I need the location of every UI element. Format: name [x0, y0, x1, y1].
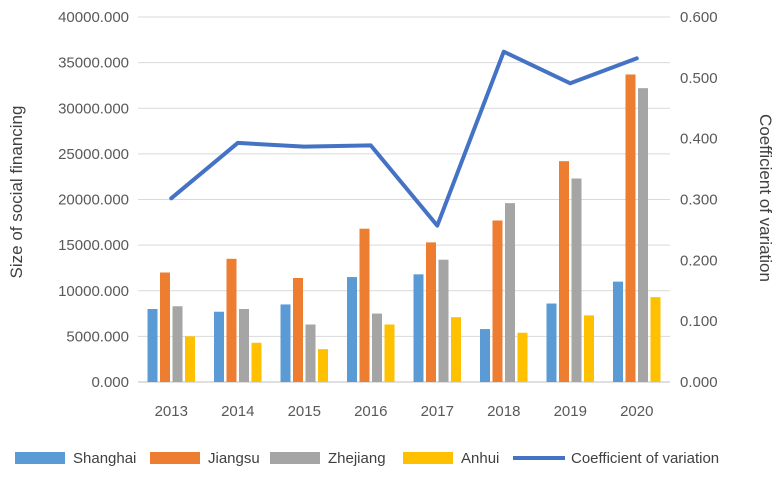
bar-zhejiang — [372, 313, 382, 382]
bar-jiangsu — [559, 161, 569, 382]
y2-tick-label: 0.500 — [680, 70, 718, 87]
y-axis-left-ticks: 0.000 5000.000 10000.000 15000.000 20000.000… — [58, 9, 129, 391]
x-tick-label: 2013 — [155, 403, 188, 420]
legend-item-shanghai: Shanghai — [15, 450, 136, 467]
y-tick-label: 25000.000 — [58, 146, 129, 163]
y-tick-label: 20000.000 — [58, 192, 129, 209]
bar-anhui — [251, 342, 262, 382]
bar-zhejiang — [571, 178, 582, 382]
bar-zhejiang — [305, 324, 316, 382]
bar-shanghai — [546, 303, 557, 382]
bar-anhui — [451, 317, 461, 382]
bar-zhejiang — [239, 309, 249, 382]
bar-shanghai — [480, 329, 490, 382]
bar-jiangsu — [293, 277, 303, 382]
legend-swatch — [270, 452, 320, 464]
legend-swatch — [150, 452, 200, 464]
legend-swatch — [15, 452, 65, 464]
legend-item-coefficient-of-variation: Coefficient of variation — [513, 450, 719, 467]
x-tick-label: 2016 — [354, 403, 387, 420]
y-axis-right-title: Coefficient of variation — [756, 114, 775, 282]
y2-tick-label: 0.600 — [680, 9, 718, 26]
y2-tick-label: 0.300 — [680, 192, 718, 209]
y2-tick-label: 0.400 — [680, 131, 718, 148]
legend-item-anhui: Anhui — [403, 450, 499, 467]
legend-swatch — [403, 452, 453, 464]
bars — [147, 74, 661, 383]
cv-line — [169, 49, 639, 228]
bar-jiangsu — [625, 74, 636, 383]
legend-item-jiangsu: Jiangsu — [150, 450, 260, 467]
y-tick-label: 10000.000 — [58, 283, 129, 300]
legend-label: Zhejiang — [328, 450, 386, 467]
bar-zhejiang — [638, 88, 648, 383]
bar-jiangsu — [226, 258, 237, 382]
bar-anhui — [517, 332, 528, 382]
y2-tick-label: 0.000 — [680, 374, 718, 391]
x-tick-label: 2017 — [421, 403, 454, 420]
y-tick-label: 40000.000 — [58, 9, 129, 26]
x-tick-label: 2018 — [487, 403, 520, 420]
bar-jiangsu — [492, 220, 503, 382]
bar-jiangsu — [426, 242, 436, 382]
y-axis-left-title: Size of social financing — [7, 106, 26, 279]
bar-zhejiang — [505, 203, 515, 382]
bar-zhejiang — [172, 306, 183, 382]
legend-label: Coefficient of variation — [571, 450, 719, 467]
legend: Shanghai Jiangsu Zhejiang Anhui Coefficient … — [15, 450, 719, 467]
bar-anhui — [384, 324, 395, 382]
legend-label: Anhui — [461, 450, 499, 467]
x-tick-label: 2020 — [620, 403, 653, 420]
y2-tick-label: 0.200 — [680, 252, 718, 269]
legend-label: Jiangsu — [208, 450, 260, 467]
bar-shanghai — [214, 311, 224, 382]
bar-zhejiang — [438, 259, 449, 382]
bar-shanghai — [413, 274, 424, 382]
bar-shanghai — [280, 304, 291, 382]
y-axis-right-ticks: 0.000 0.100 0.200 0.300 0.400 0.500 0.600 — [680, 9, 718, 391]
bar-jiangsu — [359, 228, 370, 382]
y-tick-label: 30000.000 — [58, 100, 129, 117]
bar-shanghai — [613, 281, 623, 382]
x-tick-label: 2019 — [554, 403, 587, 420]
cv-line-layer — [169, 49, 639, 228]
y-tick-label: 0.000 — [91, 374, 129, 391]
bar-anhui — [584, 315, 594, 382]
x-axis-ticks: 2013 2014 2015 2016 2017 2018 2019 2020 — [155, 403, 654, 420]
legend-label: Shanghai — [73, 450, 136, 467]
y-tick-label: 35000.000 — [58, 55, 129, 72]
y-tick-label: 15000.000 — [58, 237, 129, 254]
bar-anhui — [318, 349, 328, 382]
bar-shanghai — [147, 309, 158, 382]
x-tick-label: 2014 — [221, 403, 254, 420]
bar-shanghai — [347, 277, 357, 382]
bar-jiangsu — [160, 272, 170, 382]
bar-anhui — [185, 336, 195, 382]
legend-item-zhejiang: Zhejiang — [270, 450, 386, 467]
y2-tick-label: 0.100 — [680, 313, 718, 330]
y-tick-label: 5000.000 — [66, 328, 129, 345]
x-tick-label: 2015 — [288, 403, 321, 420]
bar-anhui — [650, 297, 661, 382]
